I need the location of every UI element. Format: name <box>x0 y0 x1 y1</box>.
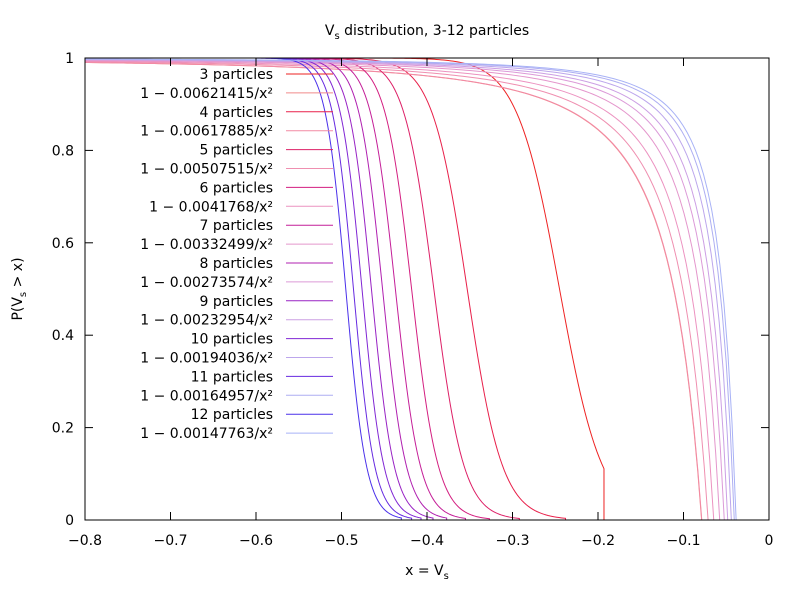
series-line-1-0-00332499-x <box>84 59 721 521</box>
y-tick-label: 0 <box>65 513 74 529</box>
y-tick-label: 0.6 <box>52 236 74 252</box>
legend-label-5-particles: 5 particles <box>200 143 273 159</box>
legend-label-4-particles: 4 particles <box>200 105 273 121</box>
y-tick-label: 0.8 <box>52 143 74 159</box>
legend-label-1-0-00273574-x: 1 − 0.00273574/x² <box>140 275 273 291</box>
legend-label-11-particles: 11 particles <box>191 369 273 385</box>
x-tick-label: −0.2 <box>581 533 615 549</box>
x-tick-label: −0.5 <box>325 533 359 549</box>
y-axis-label: P(Vs > x) <box>10 257 29 320</box>
legend-label-1-0-00147763-x: 1 − 0.00147763/x² <box>140 426 273 442</box>
x-tick-label: −0.3 <box>496 533 530 549</box>
legend-label-1-0-00332499-x: 1 − 0.00332499/x² <box>140 237 273 253</box>
legend-label-1-0-00232954-x: 1 − 0.00232954/x² <box>140 313 273 329</box>
series-line-1-0-00507515-x <box>84 61 709 521</box>
legend-label-1-0-00617885-x: 1 − 0.00617885/x² <box>140 124 273 140</box>
series-line-1-0-00147763-x <box>84 58 737 521</box>
y-tick-label: 0.2 <box>52 421 74 437</box>
chart-title: Vs distribution, 3-12 particles <box>325 23 529 42</box>
series-line-1-0-0041768-x <box>84 60 715 521</box>
x-tick-label: −0.7 <box>154 533 188 549</box>
legend-label-7-particles: 7 particles <box>200 218 273 234</box>
plot-frame <box>84 57 770 521</box>
legend: 3 particles 1 − 0.00621415/x² 4 particles 1… <box>140 67 333 442</box>
x-tick-label: −0.4 <box>410 533 444 549</box>
x-tick-label: −0.6 <box>239 533 273 549</box>
y-tick-label: 1 <box>65 51 74 67</box>
legend-label-3-particles: 3 particles <box>200 67 273 83</box>
legend-label-12-particles: 12 particles <box>191 407 273 423</box>
y-tick-label: 0.4 <box>52 328 74 344</box>
series-line-1-0-00617885-x <box>84 61 703 521</box>
legend-label-1-0-00164957-x: 1 − 0.00164957/x² <box>140 388 273 404</box>
legend-label-1-0-00507515-x: 1 − 0.00507515/x² <box>140 162 273 178</box>
x-tick-label: −0.8 <box>68 533 102 549</box>
legend-label-1-0-00621415-x: 1 − 0.00621415/x² <box>140 86 273 102</box>
axis-ticks: −0.8 −0.7 −0.6 −0.5 −0.4 −0.3 −0.2 −0.1 0 0 0.2 0.4… <box>52 51 774 549</box>
legend-label-1-0-00194036-x: 1 − 0.00194036/x² <box>140 351 273 367</box>
legend-label-6-particles: 6 particles <box>200 180 273 196</box>
legend-label-8-particles: 8 particles <box>200 256 273 272</box>
legend-label-10-particles: 10 particles <box>191 332 273 348</box>
x-tick-label: −0.1 <box>667 533 701 549</box>
legend-label-9-particles: 9 particles <box>200 294 273 310</box>
x-tick-label: 0 <box>765 533 774 549</box>
x-axis-label: x = Vs <box>405 563 449 582</box>
legend-label-1-0-0041768-x: 1 − 0.0041768/x² <box>149 199 273 215</box>
